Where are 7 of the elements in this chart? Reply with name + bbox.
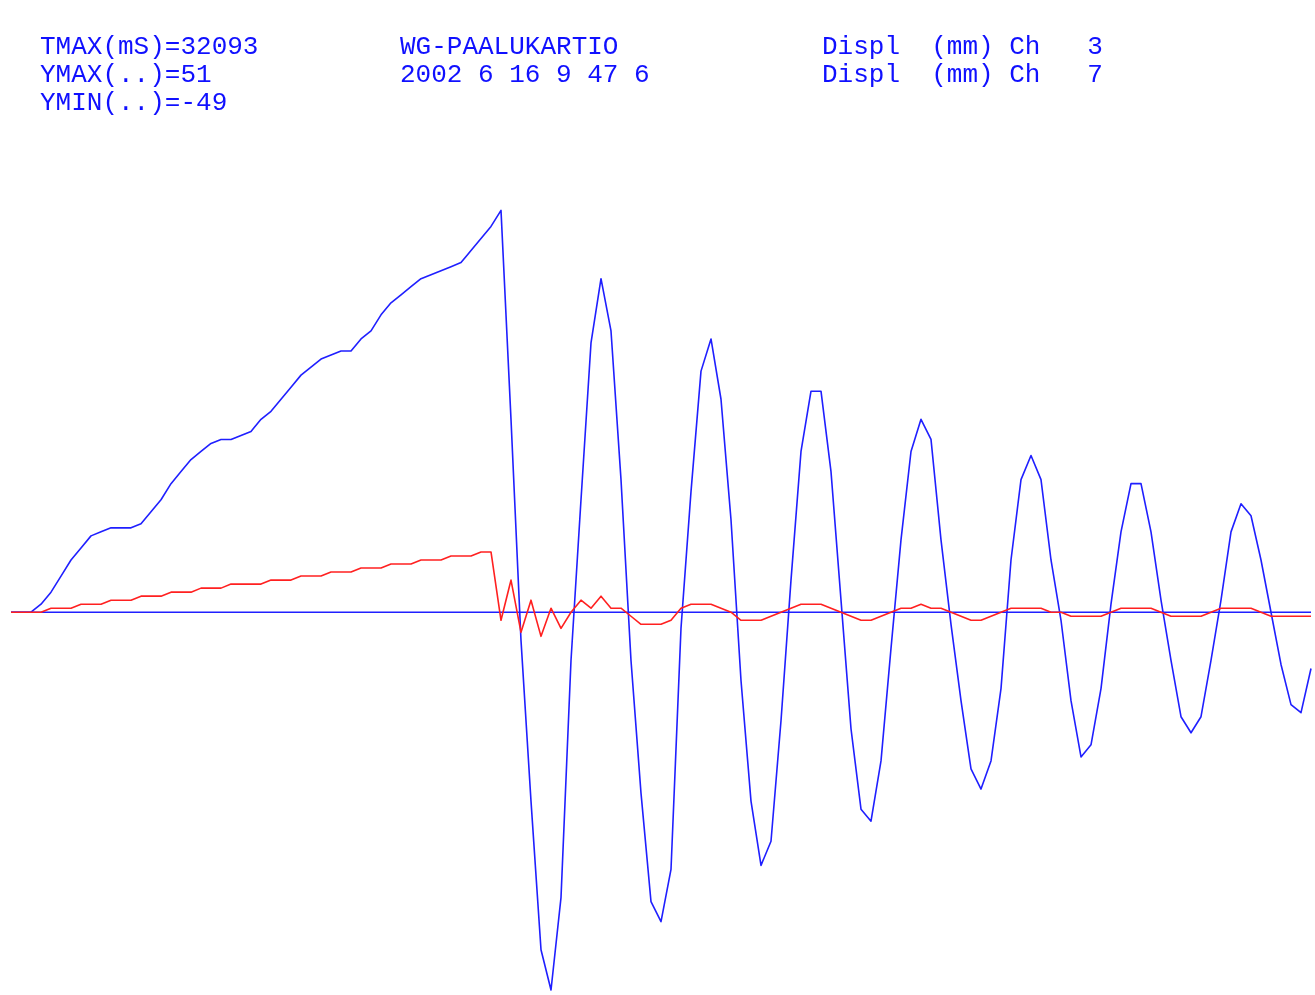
text: TMAX(mS)=32093 xyxy=(40,32,259,62)
text: Displ (mm) Ch 7 xyxy=(822,60,1103,90)
chart-subtitle: 2002 6 16 9 47 6 xyxy=(400,60,650,90)
text: YMAX(..)=51 xyxy=(40,60,213,90)
chart-title: WG-PAALUKARTIO xyxy=(400,32,620,62)
text: Displ (mm) Ch 3 xyxy=(822,32,1103,62)
text: YMIN(..)=-49 xyxy=(40,88,229,118)
